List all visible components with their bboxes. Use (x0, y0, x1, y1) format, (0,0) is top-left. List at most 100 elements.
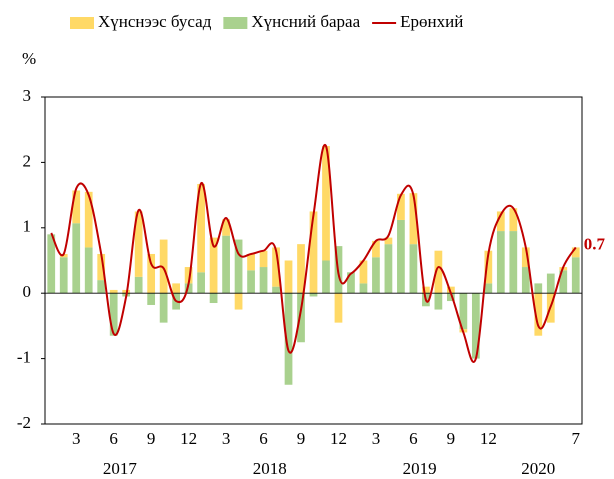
bar (159, 293, 168, 323)
bar (384, 237, 393, 245)
x-group-label: 2020 (521, 459, 555, 478)
bar (97, 280, 106, 294)
bar (72, 223, 81, 294)
bar (384, 244, 393, 294)
bar (159, 239, 168, 294)
bar (471, 293, 480, 359)
bar (559, 270, 568, 294)
bar (284, 293, 293, 385)
bar (334, 293, 343, 323)
bar (209, 237, 218, 294)
bar (409, 193, 418, 245)
bar (284, 260, 293, 294)
x-tick-label: 9 (297, 429, 306, 448)
bar (147, 293, 156, 305)
bar (297, 244, 305, 294)
y-tick-label: -2 (17, 413, 31, 432)
y-axis-label: % (22, 49, 36, 68)
bar (197, 183, 205, 273)
bar (134, 276, 143, 294)
bar (571, 257, 580, 294)
x-tick-label: 12 (330, 429, 347, 448)
bar (172, 283, 180, 294)
x-tick-label: 6 (109, 429, 118, 448)
bar (84, 191, 93, 248)
bar (434, 293, 443, 310)
y-tick-label: -1 (17, 348, 31, 367)
bar (84, 247, 93, 294)
bar (434, 250, 443, 294)
bar (234, 239, 243, 294)
bar (571, 247, 580, 258)
plot-frame (44, 96, 583, 425)
x-tick-label: 3 (72, 429, 81, 448)
bar (422, 286, 430, 294)
bar (234, 293, 243, 310)
x-tick-label: 12 (180, 429, 197, 448)
bar (521, 267, 530, 294)
bar (534, 283, 543, 294)
legend-swatch (223, 17, 248, 29)
bar (309, 293, 318, 297)
y-tick-label: 1 (23, 217, 32, 236)
bar (247, 253, 255, 271)
bar (496, 211, 505, 232)
bar (109, 293, 118, 336)
bar (197, 272, 205, 294)
bar (372, 257, 380, 294)
bar (509, 208, 518, 232)
bar (322, 146, 330, 261)
bar (496, 231, 505, 294)
bar (372, 240, 380, 258)
bar (209, 293, 218, 304)
bar (409, 244, 418, 294)
bar (72, 190, 81, 224)
x-tick-label: 3 (222, 429, 231, 448)
x-tick-label: 12 (480, 429, 497, 448)
x-tick-label: 7 (572, 429, 581, 448)
bar (259, 267, 268, 294)
bar (184, 283, 193, 294)
legend-label: Хүнснээс бусад (98, 12, 212, 31)
y-tick-label: 3 (23, 86, 32, 105)
bar (521, 247, 530, 268)
end-label: 0.7 (584, 234, 606, 253)
bar (459, 293, 468, 330)
y-tick-label: 2 (23, 151, 32, 170)
x-tick-label: 9 (147, 429, 156, 448)
bar (47, 234, 56, 294)
bar (297, 293, 305, 343)
bar (222, 219, 230, 236)
bar (109, 289, 118, 294)
x-group-label: 2019 (403, 459, 437, 478)
bar (97, 253, 106, 281)
line (50, 143, 577, 363)
bar (447, 293, 455, 302)
bar (147, 253, 156, 294)
bar (59, 257, 68, 294)
bar (272, 286, 280, 294)
bar (309, 211, 318, 294)
bar (359, 260, 368, 284)
legend-label: Ерөнхий (400, 12, 463, 31)
bar (134, 211, 143, 277)
bar (397, 219, 405, 294)
bar (247, 270, 255, 294)
bar (222, 235, 230, 294)
bar (484, 250, 493, 284)
bar (397, 193, 405, 220)
legend-label: Хүнсний бараа (251, 12, 360, 31)
bar (484, 283, 493, 294)
bar (546, 273, 555, 294)
x-group-label: 2018 (253, 459, 287, 478)
x-group-label: 2017 (103, 459, 138, 478)
bar (509, 231, 518, 294)
bar (534, 293, 543, 336)
bar (359, 283, 368, 294)
x-tick-label: 6 (259, 429, 268, 448)
x-tick-label: 3 (372, 429, 381, 448)
bar (259, 250, 268, 268)
x-tick-label: 6 (409, 429, 418, 448)
legend-swatch (70, 17, 94, 29)
